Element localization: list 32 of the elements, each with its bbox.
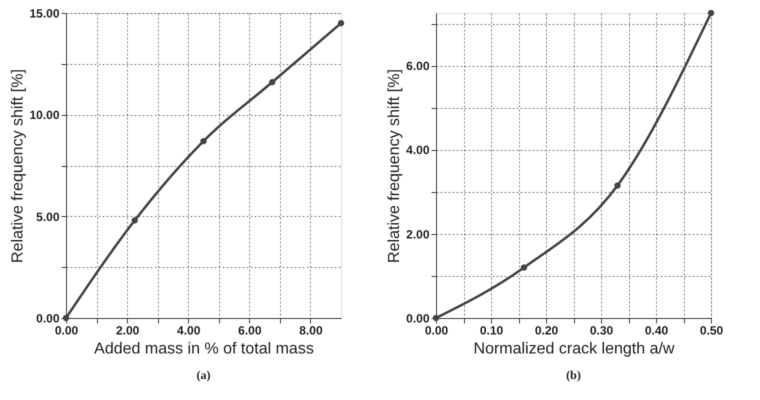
y-tick-label: 0.00	[36, 312, 60, 326]
y-tick-label: 6.00	[406, 59, 430, 74]
y-axis-title: Relative frequency shift [%]	[9, 69, 26, 263]
text: (a)	[196, 368, 210, 382]
y-tick-label: 0.00	[406, 312, 430, 326]
y-tick-label: 15.00	[29, 6, 60, 20]
point	[132, 217, 138, 224]
y-tick-label: 4.00	[406, 143, 430, 158]
point	[200, 138, 207, 144]
point	[338, 20, 344, 26]
x-tick-label: 2.00	[116, 324, 140, 338]
x-tick-label: 0.20	[534, 324, 558, 338]
point	[708, 10, 714, 16]
x-tick-label: 8.00	[299, 324, 323, 338]
x-tick-label: 0.00	[54, 324, 78, 338]
y-axis-title: Relative frequency shift [%]	[386, 69, 404, 263]
y-tick-label: 2.00	[406, 227, 430, 242]
x-tick-label: 0.00	[424, 324, 448, 338]
x-tick-label: 0.10	[480, 324, 504, 338]
point	[614, 182, 621, 189]
x-tick-label: 0.30	[590, 324, 614, 338]
point	[269, 78, 276, 86]
x-axis-title: Added mass in % of total mass	[94, 340, 314, 358]
x-tick-label: 0.50	[700, 324, 724, 338]
y-tick-label: 10.00	[29, 108, 60, 122]
y-tick-label: 5.00	[36, 210, 60, 224]
point	[520, 264, 528, 271]
x-tick-label: 6.00	[238, 324, 262, 338]
text: (b)	[566, 368, 581, 382]
x-axis-title: Normalized crack length a/w	[474, 340, 675, 358]
x-tick-label: 4.00	[177, 324, 201, 338]
x-tick-label: 0.40	[644, 324, 668, 338]
